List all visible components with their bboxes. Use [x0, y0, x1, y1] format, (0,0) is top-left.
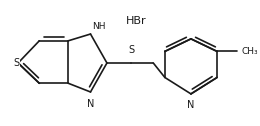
Text: NH: NH	[93, 22, 106, 31]
Text: N: N	[187, 100, 195, 110]
Text: N: N	[87, 99, 94, 109]
Text: CH₃: CH₃	[241, 47, 258, 56]
Text: S: S	[13, 58, 19, 68]
Text: HBr: HBr	[126, 17, 146, 26]
Text: S: S	[128, 45, 134, 55]
